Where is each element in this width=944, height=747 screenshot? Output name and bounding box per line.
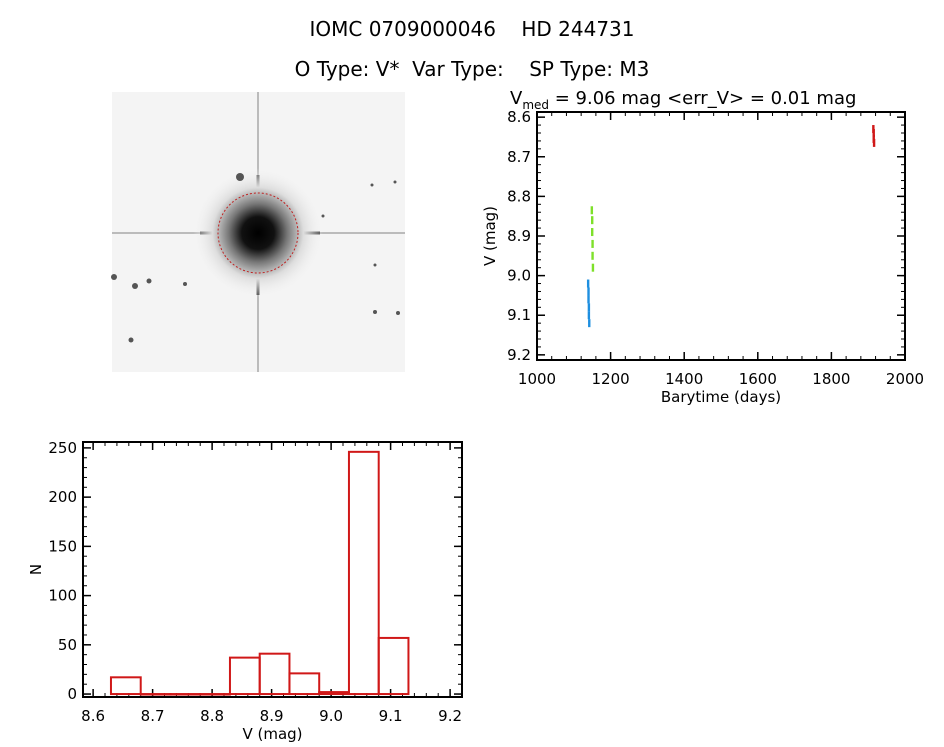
data-point: [591, 239, 594, 248]
y-tick-label: 200: [48, 488, 77, 506]
histogram-bar: [109, 676, 142, 696]
figure-title: IOMC 0709000046 HD 244731: [309, 17, 635, 41]
x-tick-label: 9.2: [438, 707, 462, 725]
y-tick-label: 250: [48, 439, 77, 457]
data-point: [590, 206, 594, 215]
sky-thumbnail: [111, 92, 405, 372]
data-point: [872, 138, 876, 147]
data-point: [587, 303, 591, 312]
data-point: [586, 279, 590, 288]
x-axis-label: Barytime (days): [661, 388, 781, 406]
x-tick-label: 8.9: [260, 707, 284, 725]
title-main: V: [510, 88, 523, 109]
histogram-bar: [169, 693, 202, 696]
histogram-bar: [139, 693, 172, 696]
histogram-chart: 8.6 8.7 8.8 8.9 9.0 9.1 9.2 0 50 100 150 200 250 V (m…: [27, 439, 463, 743]
title-subscript: med: [522, 98, 549, 112]
y-tick-label: 50: [58, 636, 77, 654]
x-tick-label: 1800: [812, 370, 850, 388]
x-tick-label: 1400: [665, 370, 703, 388]
x-tick-label: 1200: [592, 370, 630, 388]
x-tick-label: 8.8: [200, 707, 224, 725]
aperture-circle: [217, 192, 299, 274]
histogram-bar: [347, 450, 380, 696]
x-tick-label: 9.1: [379, 707, 403, 725]
data-point: [872, 128, 875, 137]
data-point: [591, 251, 594, 260]
y-tick-label: 9.0: [507, 267, 531, 285]
y-tick-label: 8.9: [507, 227, 531, 245]
y-axis-label: N: [27, 564, 45, 575]
data-point: [587, 311, 591, 320]
y-tick-label: 8.6: [507, 108, 531, 126]
histogram-bar: [318, 691, 350, 696]
y-axis-label: V (mag): [481, 206, 499, 266]
data-point: [587, 287, 590, 296]
x-tick-label: 2000: [886, 370, 924, 388]
title-rest: = 9.06 mag <err_V> = 0.01 mag: [549, 88, 856, 109]
x-tick-label: 1600: [739, 370, 777, 388]
y-tick-label: 9.1: [507, 306, 531, 324]
y-tick-label: 150: [48, 537, 77, 555]
histogram-bar: [199, 693, 231, 696]
y-tick-label: 100: [48, 587, 77, 605]
histogram-bar: [258, 652, 291, 696]
light-curve-chart: 1000 1200 1400 1600 1800 2000 8.6 8.7 8.8 8.9 9.0 9…: [481, 88, 924, 406]
data-point: [591, 263, 595, 272]
field-stars: [111, 173, 400, 343]
data-point: [591, 216, 594, 225]
x-tick-label: 1000: [518, 370, 556, 388]
x-tick-label: 9.0: [319, 707, 343, 725]
y-tick-label: 8.7: [507, 148, 531, 166]
x-tick-label: 8.7: [141, 707, 165, 725]
x-tick-label: 8.6: [81, 707, 105, 725]
x-axis-label: V (mag): [242, 725, 302, 743]
y-tick-label: 8.8: [507, 187, 531, 205]
data-point: [588, 319, 591, 328]
data-point: [587, 295, 590, 304]
histogram-bar: [228, 656, 261, 696]
histogram-bar: [377, 636, 410, 696]
data-point: [591, 228, 594, 237]
target-star: [193, 168, 323, 298]
plot-frame: [82, 441, 463, 698]
figure-subtitle: O Type: V* Var Type: SP Type: M3: [294, 57, 650, 81]
light-curve-title: Vmed = 9.06 mag <err_V> = 0.01 mag: [510, 88, 856, 112]
y-tick-label: 9.2: [507, 346, 531, 364]
y-tick-label: 0: [67, 685, 77, 703]
histogram-bar: [288, 672, 321, 696]
